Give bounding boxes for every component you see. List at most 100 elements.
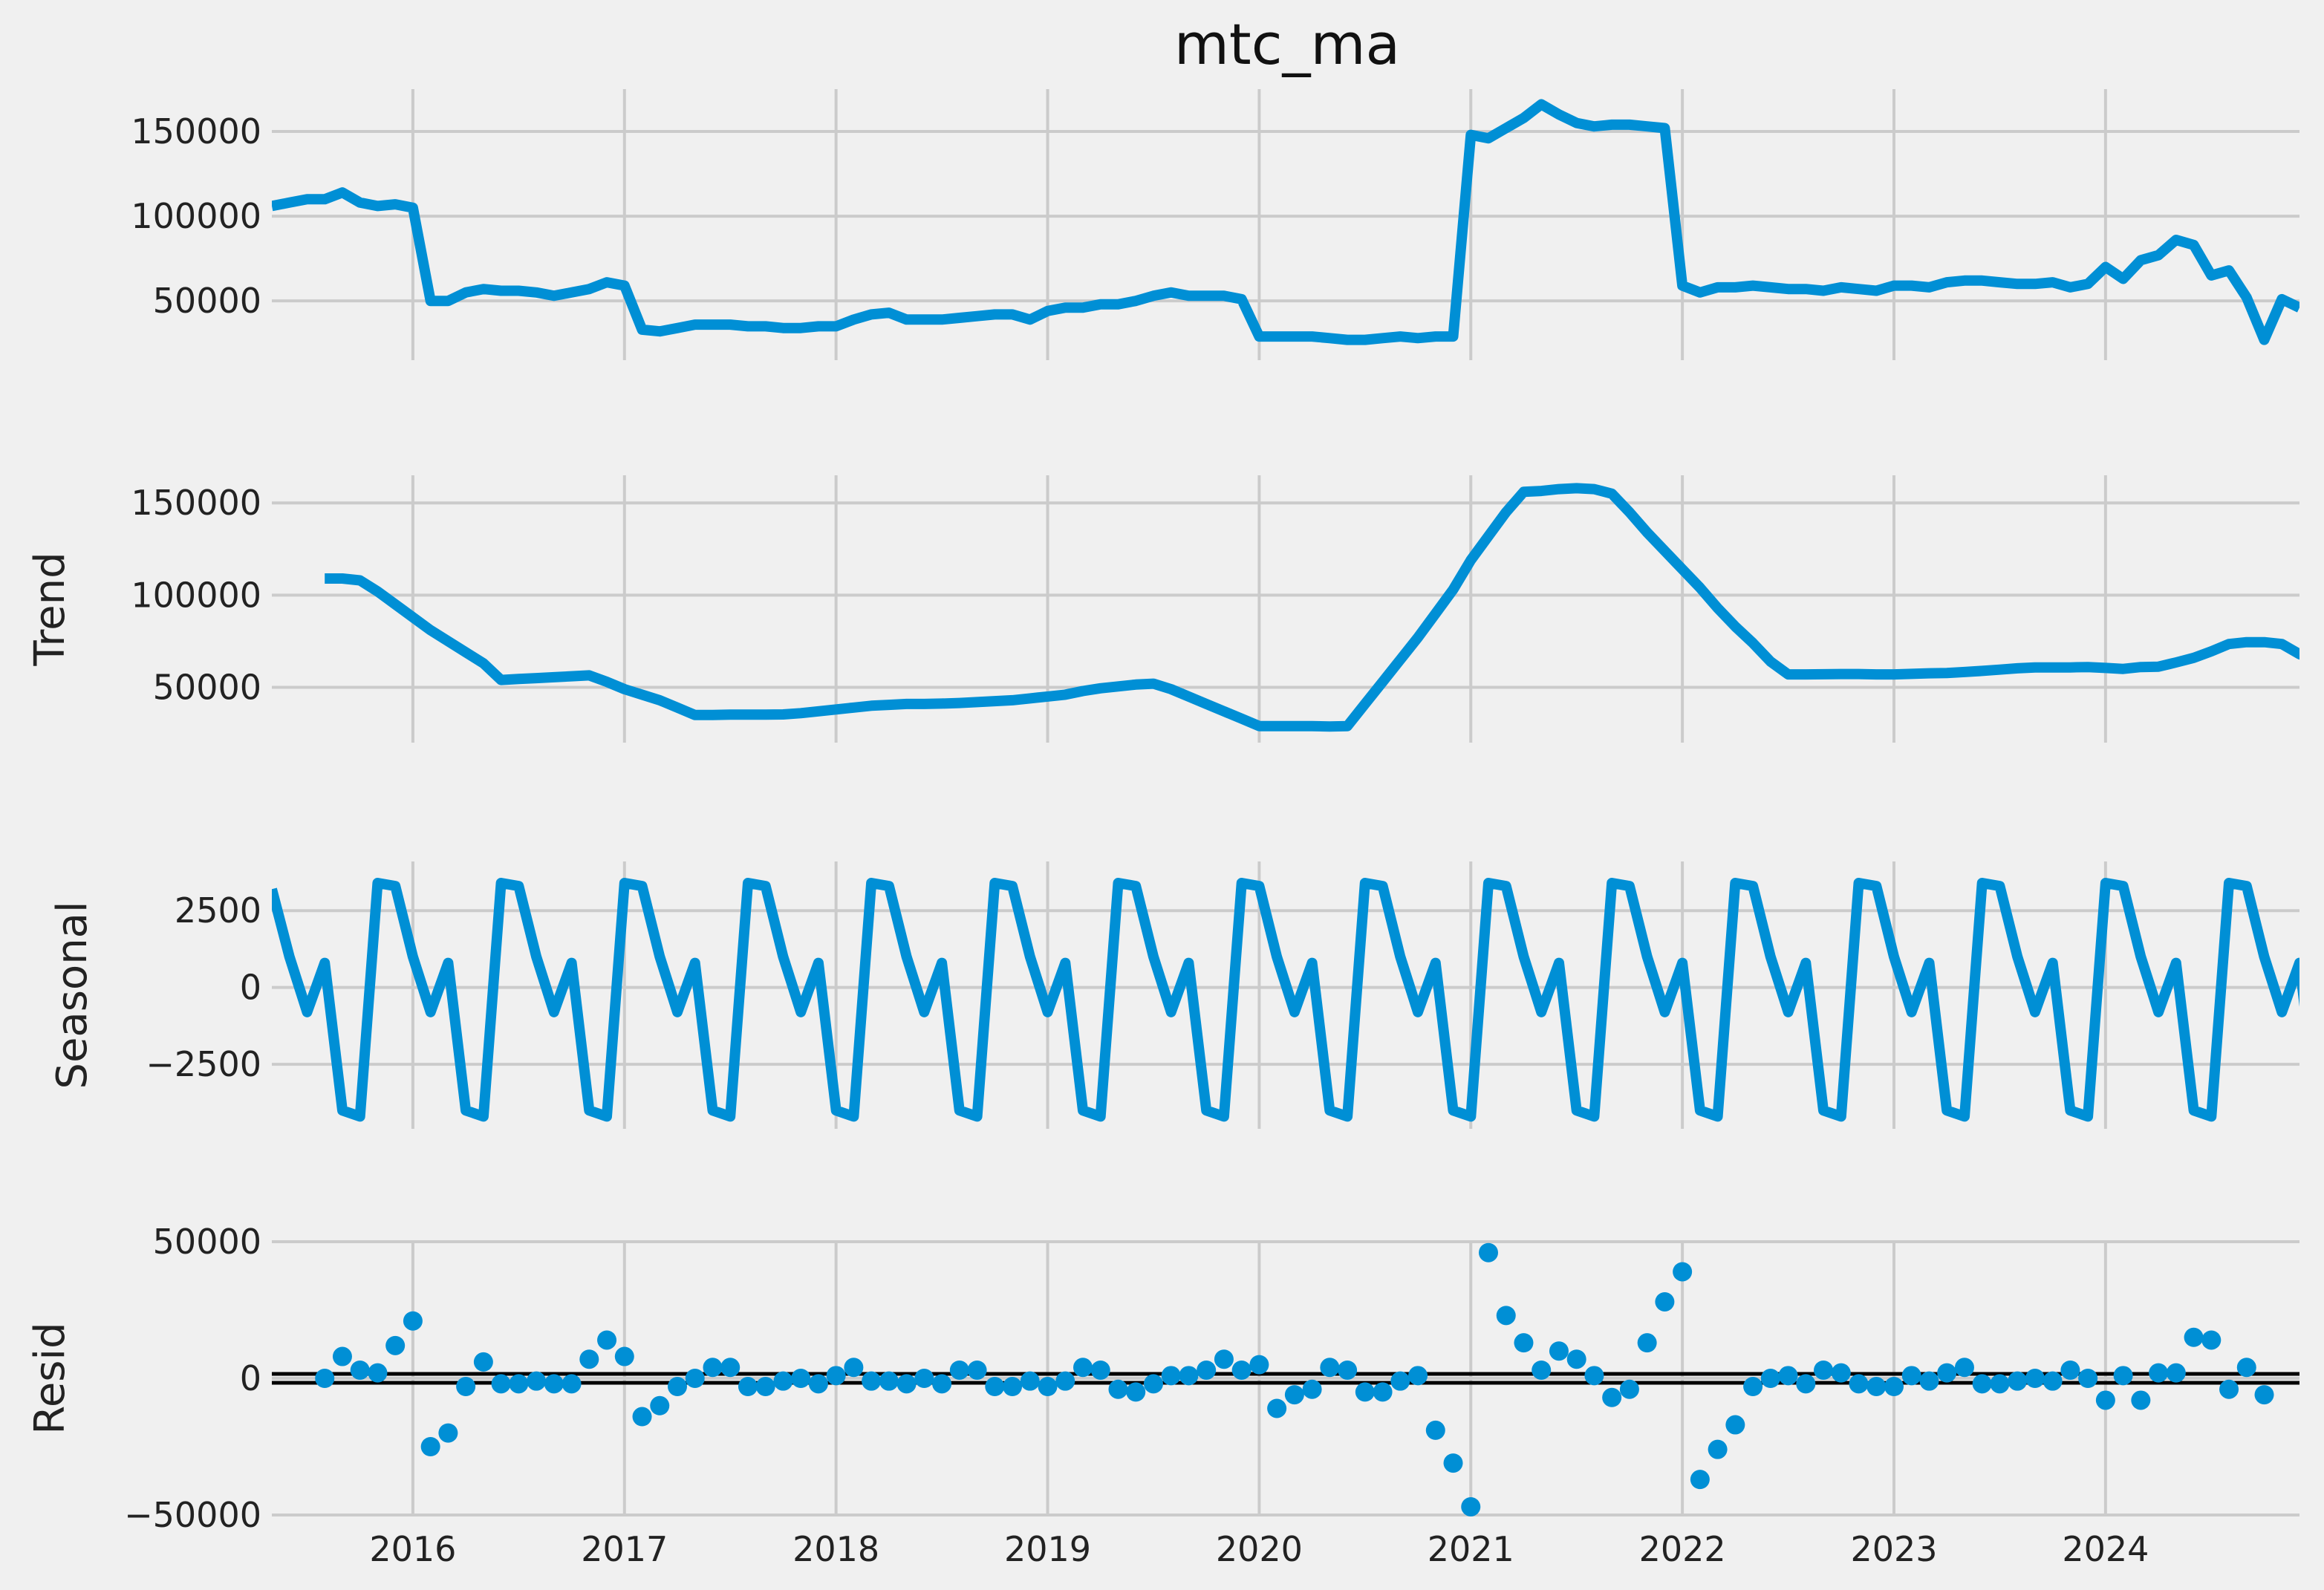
resid-point (1055, 1371, 1075, 1391)
resid-point (967, 1360, 987, 1380)
y-tick-label: 50000 (153, 668, 261, 708)
resid-point (579, 1349, 599, 1369)
resid-point (1496, 1306, 1516, 1326)
resid-point (949, 1360, 969, 1380)
resid-point (755, 1377, 775, 1397)
resid-point (1619, 1379, 1639, 1399)
resid-point (738, 1377, 758, 1397)
x-tick-label-2020: 2020 (1216, 1529, 1303, 1569)
resid-point (650, 1395, 670, 1415)
resid-point (509, 1374, 529, 1394)
resid-point (1020, 1371, 1040, 1391)
y-tick-label: 150000 (131, 483, 261, 523)
resid-point (2025, 1369, 2045, 1388)
resid-point (1708, 1439, 1728, 1459)
resid-point (1320, 1358, 1340, 1378)
resid-point (879, 1371, 899, 1391)
resid-point (1778, 1366, 1798, 1386)
resid-point (1126, 1382, 1146, 1402)
resid-point (1073, 1358, 1093, 1378)
x-tick-label-2024: 2024 (2062, 1529, 2149, 1569)
resid-point (896, 1374, 917, 1394)
resid-point (1584, 1366, 1604, 1386)
y-axis-label: Trend (26, 552, 74, 666)
resid-point (1214, 1349, 1234, 1369)
resid-point (914, 1369, 934, 1388)
panel-observed: 50000 100000 150000 (131, 89, 2299, 360)
resid-point (385, 1335, 406, 1355)
resid-point (614, 1346, 634, 1366)
resid-point (1197, 1360, 1217, 1380)
resid-point (403, 1311, 423, 1331)
resid-point (1866, 1377, 1887, 1397)
resid-point (1884, 1377, 1904, 1397)
resid-point (720, 1358, 741, 1378)
chart-title: mtc_ma (1174, 11, 1400, 77)
y-axis-label: Seasonal (48, 901, 97, 1089)
resid-point (1831, 1363, 1851, 1383)
x-tick-label-2022: 2022 (1639, 1529, 1726, 1569)
y-tick-label: 150000 (131, 111, 261, 151)
resid-point (2008, 1371, 2028, 1391)
resid-point (562, 1374, 582, 1394)
resid-point (1937, 1363, 1957, 1383)
resid-point (1231, 1360, 1251, 1380)
y-tick-label: 2500 (175, 890, 261, 931)
resid-point (1637, 1333, 1657, 1353)
resid-point (1461, 1496, 1481, 1516)
resid-point (1479, 1242, 1498, 1262)
resid-point (1038, 1377, 1058, 1397)
resid-point (862, 1371, 882, 1391)
resid-point (1673, 1262, 1693, 1282)
resid-point (1373, 1382, 1393, 1402)
resid-point (1760, 1369, 1780, 1388)
resid-point (1972, 1374, 1992, 1394)
resid-point (1179, 1366, 1199, 1386)
resid-point (2254, 1385, 2274, 1405)
resid-point (2166, 1363, 2186, 1383)
resid-point (1814, 1360, 1834, 1380)
resid-point (1161, 1366, 1181, 1386)
resid-point (1003, 1377, 1023, 1397)
y-tick-label: 50000 (153, 281, 261, 321)
y-tick-label: 0 (240, 1358, 261, 1398)
resid-point (2043, 1371, 2063, 1391)
resid-point (1743, 1377, 1763, 1397)
x-tick-label-2019: 2019 (1004, 1529, 1091, 1569)
resid-point (685, 1369, 705, 1388)
resid-point (844, 1358, 864, 1378)
resid-point (1390, 1371, 1410, 1391)
resid-point (1566, 1349, 1586, 1369)
y-tick-label: 50000 (153, 1222, 261, 1262)
resid-point (1284, 1385, 1304, 1405)
resid-point (1725, 1415, 1745, 1435)
y-tick-label: −2500 (146, 1044, 261, 1084)
panel-trend: 50000 100000 150000 Trend (26, 475, 2299, 743)
resid-point (597, 1330, 617, 1350)
observed-series-line (272, 99, 2299, 345)
resid-point (1549, 1341, 1569, 1361)
resid-point (1514, 1333, 1534, 1353)
x-tick-label-2016: 2016 (369, 1529, 456, 1569)
resid-point (544, 1374, 564, 1394)
resid-point (2060, 1360, 2080, 1380)
resid-point (1143, 1374, 1163, 1394)
resid-point (350, 1360, 370, 1380)
resid-point (473, 1352, 493, 1372)
seasonal-series-line (272, 878, 2299, 1122)
resid-point (1443, 1453, 1463, 1473)
resid-point (1249, 1355, 1269, 1375)
resid-point (2201, 1330, 2222, 1350)
x-tick-label-2023: 2023 (1850, 1529, 1937, 1569)
y-tick-label: −50000 (124, 1495, 261, 1535)
trend-series-line (325, 483, 2299, 732)
resid-point (668, 1377, 687, 1397)
resid-point (1990, 1374, 2010, 1394)
y-tick-label: 0 (240, 968, 261, 1008)
resid-point (456, 1377, 476, 1397)
resid-point (1408, 1366, 1428, 1386)
resid-point (2184, 1327, 2204, 1347)
resid-point (808, 1374, 828, 1394)
resid-point (632, 1407, 652, 1427)
